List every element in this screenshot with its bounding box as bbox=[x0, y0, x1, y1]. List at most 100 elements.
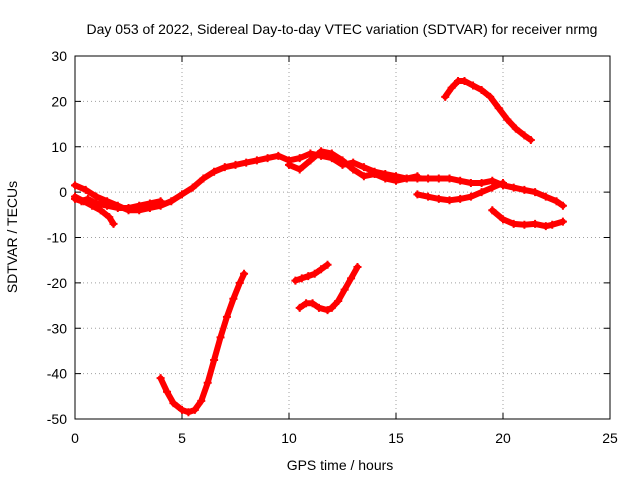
data-point bbox=[285, 160, 293, 169]
data-point bbox=[541, 222, 550, 231]
data-point bbox=[81, 185, 90, 194]
data-point bbox=[327, 149, 336, 158]
data-point bbox=[434, 194, 443, 203]
data-point bbox=[531, 219, 540, 228]
y-tick-label: -20 bbox=[47, 275, 67, 291]
y-tick-label: 10 bbox=[51, 139, 67, 155]
data-point bbox=[216, 333, 225, 342]
data-point bbox=[167, 197, 176, 206]
data-point bbox=[156, 197, 165, 206]
data-point bbox=[295, 165, 304, 174]
series-sat-d bbox=[157, 270, 248, 416]
data-point bbox=[210, 356, 219, 365]
y-tick-label: 0 bbox=[59, 184, 67, 200]
data-point bbox=[441, 92, 450, 101]
data-point bbox=[466, 179, 475, 188]
y-tick-label: -50 bbox=[47, 411, 67, 427]
data-point bbox=[340, 285, 349, 294]
data-point bbox=[509, 183, 518, 192]
data-point bbox=[499, 215, 507, 224]
data-point bbox=[323, 260, 332, 269]
data-point bbox=[511, 124, 520, 133]
data-point bbox=[304, 272, 313, 281]
data-point bbox=[370, 169, 379, 178]
data-point bbox=[469, 81, 478, 90]
y-tick-label: -40 bbox=[47, 366, 67, 382]
data-point bbox=[499, 179, 507, 188]
data-point bbox=[548, 220, 557, 229]
data-point bbox=[349, 165, 358, 174]
x-tick-label: 0 bbox=[71, 430, 79, 446]
x-tick-labels: 0 5 10 15 20 25 bbox=[71, 430, 618, 446]
x-tick-label: 20 bbox=[495, 430, 511, 446]
data-point bbox=[220, 163, 229, 172]
data-point bbox=[520, 220, 529, 229]
data-point bbox=[488, 206, 497, 215]
data-point bbox=[297, 274, 306, 283]
data-point bbox=[488, 183, 497, 192]
data-point bbox=[413, 190, 422, 199]
data-point bbox=[88, 201, 97, 210]
y-tick-labels: -50 -40 -30 -20 -10 0 10 20 30 bbox=[47, 48, 67, 427]
data-point bbox=[359, 172, 368, 181]
y-tick-label: 20 bbox=[51, 93, 67, 109]
data-point bbox=[235, 278, 244, 287]
data-point bbox=[317, 147, 326, 156]
data-traces bbox=[71, 76, 567, 417]
data-point bbox=[327, 303, 336, 312]
x-tick-label: 10 bbox=[281, 430, 297, 446]
data-point bbox=[156, 374, 165, 383]
data-point bbox=[242, 158, 251, 167]
data-point bbox=[503, 115, 512, 124]
data-point bbox=[381, 174, 390, 183]
data-point bbox=[413, 172, 422, 181]
x-tick-label: 15 bbox=[388, 430, 404, 446]
data-point bbox=[526, 135, 535, 144]
data-point bbox=[222, 312, 231, 321]
data-point bbox=[203, 378, 212, 387]
data-point bbox=[445, 196, 454, 205]
data-point bbox=[402, 174, 411, 183]
data-point bbox=[199, 174, 208, 183]
data-point bbox=[488, 176, 497, 185]
data-point bbox=[274, 151, 283, 160]
data-point bbox=[347, 274, 356, 283]
data-point bbox=[92, 192, 101, 201]
data-point bbox=[509, 219, 518, 228]
data-point bbox=[96, 206, 105, 215]
data-point bbox=[184, 408, 193, 417]
data-point bbox=[359, 163, 368, 172]
y-tick-label: 30 bbox=[51, 48, 67, 64]
series-sat-i bbox=[442, 78, 534, 143]
y-tick-label: -10 bbox=[47, 230, 67, 246]
data-point bbox=[163, 387, 172, 396]
data-point bbox=[252, 156, 261, 165]
data-point bbox=[520, 185, 529, 194]
x-axis-label: GPS time / hours bbox=[287, 457, 394, 473]
data-point bbox=[310, 269, 319, 278]
data-point bbox=[291, 276, 300, 285]
data-point bbox=[190, 405, 199, 414]
data-point bbox=[424, 174, 433, 183]
data-point bbox=[541, 192, 550, 201]
data-point bbox=[308, 299, 317, 308]
data-point bbox=[392, 176, 400, 185]
data-point bbox=[531, 188, 540, 197]
data-point bbox=[494, 104, 503, 113]
data-point bbox=[314, 303, 323, 312]
axis-ticks bbox=[74, 55, 611, 420]
data-point bbox=[306, 156, 315, 165]
data-point bbox=[334, 297, 343, 306]
data-point bbox=[231, 160, 240, 169]
data-point bbox=[552, 197, 561, 206]
data-point bbox=[79, 197, 88, 206]
data-point bbox=[263, 154, 272, 163]
data-point bbox=[456, 194, 465, 203]
data-point bbox=[71, 181, 79, 190]
data-point bbox=[113, 204, 122, 213]
data-point bbox=[477, 179, 486, 188]
data-point bbox=[460, 76, 469, 85]
data-point bbox=[306, 149, 315, 158]
data-point bbox=[520, 131, 529, 140]
